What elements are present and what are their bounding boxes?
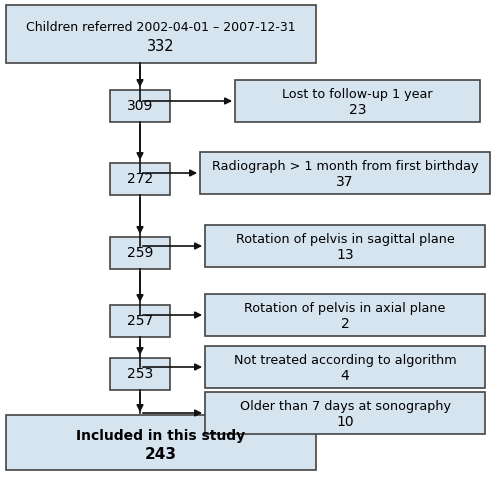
Bar xyxy=(235,80,480,122)
Bar xyxy=(200,152,490,194)
Bar xyxy=(205,346,485,388)
Bar xyxy=(110,163,170,195)
Bar xyxy=(205,294,485,336)
Bar xyxy=(205,392,485,434)
Text: Rotation of pelvis in axial plane: Rotation of pelvis in axial plane xyxy=(244,302,446,315)
Text: Rotation of pelvis in sagittal plane: Rotation of pelvis in sagittal plane xyxy=(236,233,454,246)
Text: 309: 309 xyxy=(127,99,153,113)
Text: 272: 272 xyxy=(127,172,153,186)
Bar xyxy=(110,305,170,337)
Bar xyxy=(110,90,170,122)
Text: 243: 243 xyxy=(145,447,177,462)
Bar xyxy=(205,225,485,267)
Text: Not treated according to algorithm: Not treated according to algorithm xyxy=(234,354,456,367)
Text: 10: 10 xyxy=(336,415,354,429)
Text: 4: 4 xyxy=(340,369,349,383)
Bar xyxy=(110,358,170,390)
Text: 259: 259 xyxy=(127,246,153,260)
Text: Children referred 2002-04-01 – 2007-12-31: Children referred 2002-04-01 – 2007-12-3… xyxy=(26,21,296,33)
Text: 257: 257 xyxy=(127,314,153,328)
Bar xyxy=(6,5,316,63)
Bar xyxy=(6,415,316,470)
Text: 332: 332 xyxy=(147,39,175,54)
Text: Lost to follow-up 1 year: Lost to follow-up 1 year xyxy=(282,88,433,101)
Text: 37: 37 xyxy=(336,175,354,189)
Text: Older than 7 days at sonography: Older than 7 days at sonography xyxy=(240,400,450,413)
Text: Included in this study: Included in this study xyxy=(76,429,245,443)
Text: Radiograph > 1 month from first birthday: Radiograph > 1 month from first birthday xyxy=(212,160,478,173)
Text: 2: 2 xyxy=(340,317,349,331)
Bar xyxy=(110,237,170,269)
Text: 23: 23 xyxy=(349,103,366,117)
Text: 13: 13 xyxy=(336,248,354,262)
Text: 253: 253 xyxy=(127,367,153,381)
